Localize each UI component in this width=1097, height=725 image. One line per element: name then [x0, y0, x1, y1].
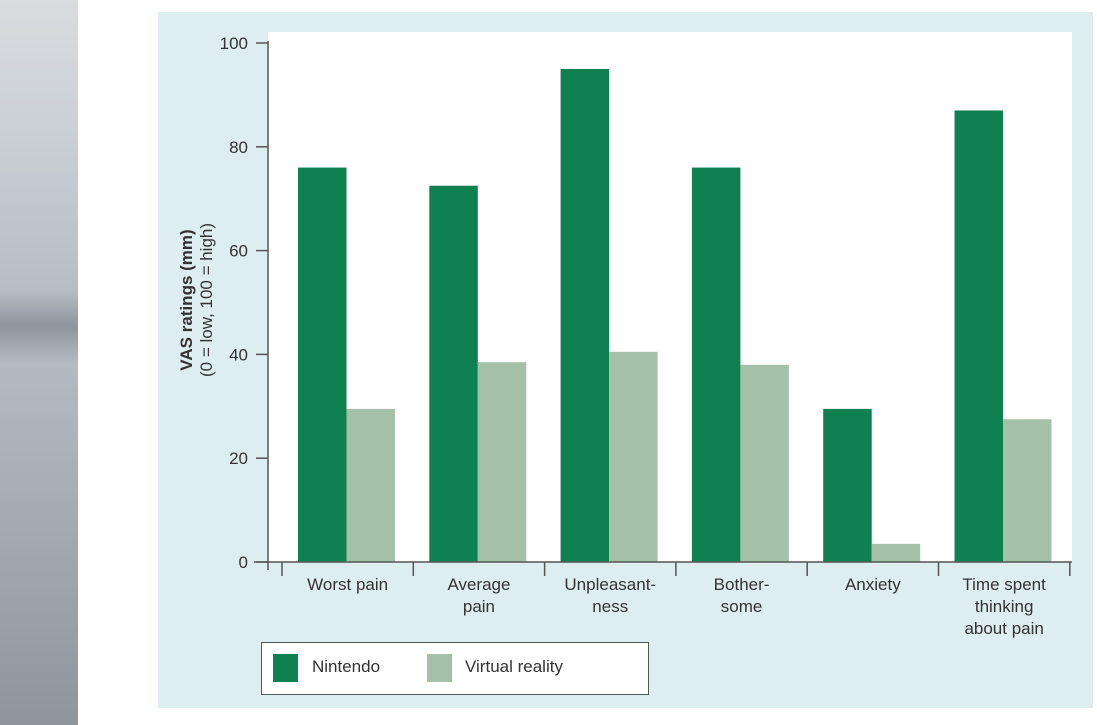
- bar-virtual-reality: [1003, 419, 1052, 562]
- x-category-label: Worst pain: [307, 575, 388, 594]
- y-tick-label: 80: [229, 138, 248, 157]
- x-category-label: Unpleasant-ness: [564, 575, 656, 616]
- y-tick-label: 100: [220, 34, 248, 53]
- bar-nintendo: [560, 68, 610, 562]
- bar-virtual-reality: [740, 364, 789, 562]
- x-category-label: Time spent thinking about pain: [962, 575, 1046, 638]
- legend-label-nintendo: Nintendo: [312, 657, 381, 676]
- x-category-label: Anxiety: [845, 575, 901, 594]
- x-category-label: Bother-some: [714, 575, 770, 616]
- bar-virtual-reality: [609, 351, 658, 562]
- background-photo: [0, 0, 78, 725]
- legend-label-virtual-reality: Virtual reality: [465, 657, 563, 676]
- bar-virtual-reality: [477, 362, 527, 562]
- bar-nintendo: [954, 110, 1003, 562]
- legend-swatch-virtual-reality: [427, 654, 452, 682]
- bar-virtual-reality: [871, 543, 921, 562]
- bar-virtual-reality: [346, 408, 395, 562]
- legend-swatch-nintendo: [273, 654, 298, 682]
- bar-nintendo: [691, 167, 741, 562]
- y-tick-label: 0: [239, 553, 248, 572]
- bar-nintendo: [823, 408, 872, 562]
- plot-area: [268, 32, 1072, 562]
- legend: Nintendo Virtual reality: [261, 642, 649, 695]
- y-axis-sublabel: (0 = low, 100 = high): [197, 223, 216, 377]
- bar-nintendo: [298, 167, 347, 562]
- y-tick-label: 40: [229, 345, 248, 364]
- y-axis-label: VAS ratings (mm): [177, 229, 196, 370]
- bar-nintendo: [429, 185, 478, 562]
- y-tick-label: 20: [229, 449, 248, 468]
- y-tick-label: 60: [229, 242, 248, 261]
- x-category-label: Average pain: [447, 575, 510, 616]
